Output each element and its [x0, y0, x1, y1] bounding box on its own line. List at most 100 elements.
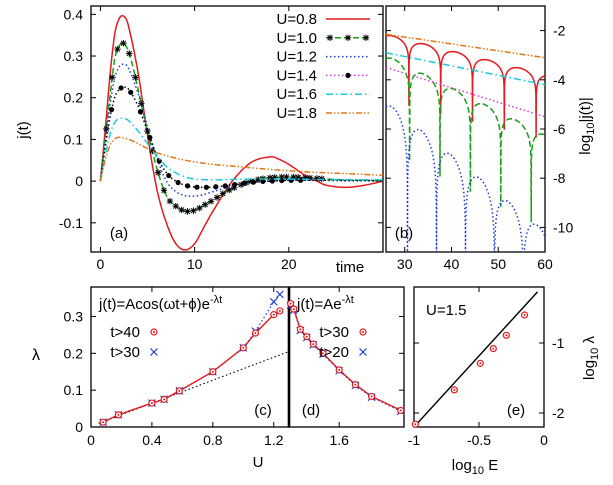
- series-U=1.8: [99, 136, 384, 182]
- star-marker: [184, 208, 191, 215]
- point-t30-dot: [292, 308, 295, 311]
- legend-t30-marker: [150, 348, 158, 356]
- series-U=1.6: [385, 51, 546, 86]
- x-stroke: [275, 290, 284, 299]
- circle-marker: [147, 134, 153, 141]
- point-t40-dot: [272, 313, 275, 316]
- x-tick-label: 20: [281, 256, 297, 272]
- panel-d-plot: 1.6 j(t)=Ae-λt t>30 t>20 (d): [286, 287, 405, 448]
- circle-marker: [118, 85, 124, 91]
- panel-label-c: (c): [254, 402, 272, 419]
- legend-star: [326, 34, 334, 41]
- circle-marker: [109, 106, 115, 113]
- j-axis-label: j(t): [15, 121, 32, 140]
- legend-label: U=1.6: [277, 86, 317, 103]
- point-t30-dot: [370, 395, 373, 398]
- data-point-dot: [523, 314, 526, 316]
- point-t30-dot: [338, 368, 341, 371]
- legend-star: [344, 34, 352, 41]
- x-tick-label: 0.4: [142, 432, 162, 448]
- star-marker: [114, 45, 121, 53]
- circle-marker: [184, 183, 191, 189]
- y-tick-label: 0.2: [64, 90, 84, 106]
- point-t40-dot: [150, 402, 153, 405]
- panel-label-b: (b): [395, 225, 413, 242]
- circle-marker: [241, 180, 247, 186]
- star-marker: [160, 187, 168, 194]
- star-marker: [166, 197, 174, 205]
- circle-marker: [194, 184, 200, 190]
- star-stroke: [120, 40, 127, 46]
- star-marker: [172, 202, 179, 210]
- point-t40-dot: [211, 370, 214, 373]
- data-point-dot: [453, 388, 456, 391]
- y-tick-label: 0.3: [64, 48, 84, 64]
- star-stroke: [184, 208, 191, 215]
- series-U=1.0: [385, 57, 546, 223]
- y-tick-label: -8: [553, 170, 566, 186]
- panel-label-d: (d): [302, 402, 320, 419]
- legend-label: U=1.4: [277, 67, 317, 84]
- star-marker: [213, 194, 221, 201]
- star-stroke: [345, 35, 351, 41]
- legend-star: [362, 34, 370, 41]
- series-U=0.8: [99, 14, 384, 251]
- legend-label: U=0.8: [277, 11, 317, 28]
- star-marker: [126, 50, 133, 57]
- y-tick-label: -10: [553, 219, 573, 235]
- legend-t40-label: t>40: [110, 324, 140, 341]
- x-tick-label: 10: [187, 256, 203, 272]
- fit-line-t30: [289, 303, 402, 412]
- point-t30: [275, 290, 284, 299]
- star-stroke: [132, 74, 139, 81]
- y-tick-label: 0.3: [64, 308, 84, 324]
- point-t30-dot: [322, 352, 325, 355]
- y-tick-label: -1: [552, 335, 565, 351]
- star-stroke: [220, 190, 226, 197]
- panel-e-plot: -1 -0.5 0 -1 -2 U=1.5 (e): [408, 287, 565, 448]
- panel-a-legend: U=0.8 U=1.0 U=1.2U=1.4 U=1.6 U=1.8: [277, 11, 370, 122]
- data-point-dot: [492, 347, 495, 350]
- star-marker: [196, 204, 203, 212]
- circle-marker: [213, 184, 219, 190]
- y-tick-label: -4: [553, 72, 566, 88]
- formula-c: j(t)=Acos(ωt+ϕ)e-λt: [98, 294, 222, 313]
- star-stroke: [295, 174, 301, 180]
- time-axis-label: time: [336, 259, 364, 276]
- star-stroke: [208, 198, 214, 205]
- y-tick-label: -2: [552, 405, 565, 421]
- star-stroke: [267, 175, 273, 181]
- legend-circle: [345, 72, 351, 78]
- panel-a-plot: 0 10 20 -0.1 0 0.1 0.2 0.3 0.4 (a): [59, 6, 384, 272]
- circle-marker: [222, 183, 228, 189]
- y-tick-label: -0.1: [59, 215, 83, 231]
- star-stroke: [161, 187, 167, 194]
- legend-t30-marker-dot: [362, 331, 364, 333]
- x-stroke: [150, 348, 158, 356]
- star-stroke: [178, 207, 185, 213]
- y-tick-label: 0: [75, 419, 83, 435]
- y-tick-label: -2: [553, 23, 566, 39]
- y-tick-label: 0.1: [64, 131, 84, 147]
- star-stroke: [196, 205, 203, 211]
- fit-line-t40: [102, 310, 281, 423]
- star-stroke: [155, 169, 161, 176]
- legend-label: U=1.8: [277, 105, 317, 122]
- star-stroke: [109, 74, 115, 81]
- star-marker: [202, 201, 209, 208]
- point-t30-dot: [399, 409, 402, 412]
- star-marker: [154, 169, 162, 176]
- circle-marker: [166, 172, 172, 179]
- star-marker: [190, 207, 197, 214]
- data-point-dot: [505, 334, 508, 337]
- series-U=0.8: [385, 34, 546, 138]
- x-tick-label: 60: [537, 256, 553, 272]
- x-tick-label: -0.5: [467, 432, 491, 448]
- annotation-U15: U=1.5: [426, 302, 466, 319]
- point-t30-dot: [354, 383, 357, 386]
- star-stroke: [202, 201, 208, 208]
- y-tick-label: 0: [75, 173, 83, 189]
- legend-t20-marker: [359, 348, 367, 356]
- log-E-axis-label: log10 E: [452, 457, 498, 477]
